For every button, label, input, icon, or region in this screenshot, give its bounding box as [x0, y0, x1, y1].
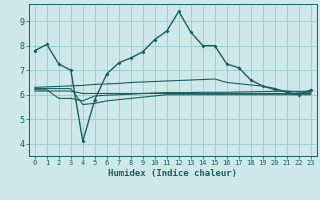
X-axis label: Humidex (Indice chaleur): Humidex (Indice chaleur)	[108, 169, 237, 178]
